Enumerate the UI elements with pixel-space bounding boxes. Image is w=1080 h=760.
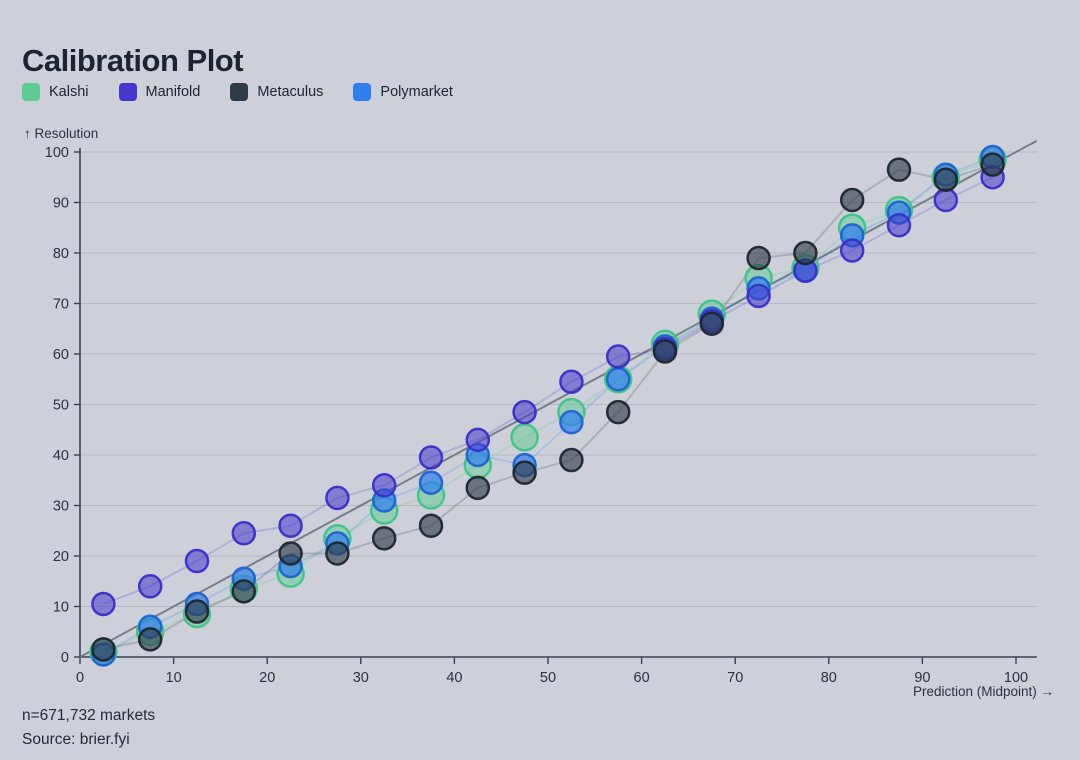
svg-text:60: 60 xyxy=(634,670,650,686)
data-point-metaculus[interactable] xyxy=(839,187,865,213)
svg-text:50: 50 xyxy=(540,670,556,686)
data-point-metaculus[interactable] xyxy=(91,637,116,662)
page-title: Calibration Plot xyxy=(22,42,244,78)
data-point-manifold[interactable] xyxy=(839,238,865,263)
legend-swatch-polymarket xyxy=(353,83,372,101)
data-point-manifold[interactable] xyxy=(886,212,912,238)
data-point-metaculus[interactable] xyxy=(231,579,257,604)
svg-text:10: 10 xyxy=(166,670,182,686)
svg-text:100: 100 xyxy=(1004,670,1028,686)
data-point-metaculus[interactable] xyxy=(418,513,444,538)
data-point-polymarket[interactable] xyxy=(559,409,584,435)
svg-text:80: 80 xyxy=(53,246,69,262)
legend-item-manifold[interactable]: Manifold xyxy=(118,83,201,101)
data-point-manifold[interactable] xyxy=(137,574,163,599)
data-point-polymarket[interactable] xyxy=(605,367,631,392)
legend-swatch-manifold xyxy=(118,83,137,101)
data-point-metaculus[interactable] xyxy=(465,475,491,501)
svg-text:90: 90 xyxy=(914,670,930,686)
data-point-metaculus[interactable] xyxy=(371,526,397,551)
data-point-metaculus[interactable] xyxy=(559,447,584,473)
x-axis: 0 10 20 30 40 50 60 70 80 90 100 xyxy=(76,656,1037,686)
svg-text:20: 20 xyxy=(53,549,69,565)
data-point-metaculus[interactable] xyxy=(137,627,163,652)
y-axis-title: ↑ Resolution xyxy=(24,126,99,141)
legend-item-metaculus[interactable]: Metaculus xyxy=(230,83,323,101)
data-point-metaculus[interactable] xyxy=(699,311,725,336)
legend-swatch-kalshi xyxy=(22,83,40,101)
source-note: Source: brier.fyi xyxy=(22,731,130,748)
svg-text:70: 70 xyxy=(53,297,69,313)
legend-label: Kalshi xyxy=(49,84,89,100)
sample-size-note: n=671,732 markets xyxy=(22,707,156,724)
chart-legend: Kalshi Manifold Metaculus Polymarket xyxy=(22,83,453,101)
data-point-manifold[interactable] xyxy=(512,399,537,425)
svg-text:0: 0 xyxy=(61,650,69,666)
svg-text:40: 40 xyxy=(53,448,69,464)
data-point-metaculus[interactable] xyxy=(184,599,210,624)
svg-text:70: 70 xyxy=(727,670,743,686)
data-point-metaculus[interactable] xyxy=(746,245,771,271)
data-point-manifold[interactable] xyxy=(418,445,444,470)
svg-text:0: 0 xyxy=(76,670,84,686)
svg-text:50: 50 xyxy=(53,398,69,414)
data-point-metaculus[interactable] xyxy=(652,339,678,364)
svg-text:30: 30 xyxy=(353,670,369,686)
y-axis: 0 10 20 30 40 50 60 70 80 90 100 xyxy=(45,145,81,666)
data-point-manifold[interactable] xyxy=(91,591,116,617)
legend-label: Manifold xyxy=(145,84,201,100)
svg-text:40: 40 xyxy=(446,670,462,686)
svg-text:30: 30 xyxy=(53,499,69,515)
legend-label: Metaculus xyxy=(257,84,324,100)
data-point-manifold[interactable] xyxy=(559,369,584,395)
data-point-metaculus[interactable] xyxy=(933,167,959,193)
data-point-manifold[interactable] xyxy=(325,485,350,511)
data-point-metaculus[interactable] xyxy=(278,541,303,566)
data-point-metaculus[interactable] xyxy=(325,541,350,566)
legend-item-polymarket[interactable]: Polymarket xyxy=(353,83,453,101)
series-metaculus xyxy=(91,152,1005,662)
data-point-manifold[interactable] xyxy=(605,344,631,369)
data-point-manifold[interactable] xyxy=(746,283,771,309)
data-point-kalshi[interactable] xyxy=(510,423,539,452)
data-point-manifold[interactable] xyxy=(184,548,210,574)
svg-text:10: 10 xyxy=(53,600,69,616)
gridlines xyxy=(80,151,1037,607)
svg-text:20: 20 xyxy=(259,670,275,686)
data-point-manifold[interactable] xyxy=(933,187,959,213)
data-point-metaculus[interactable] xyxy=(793,240,818,266)
data-point-manifold[interactable] xyxy=(465,427,491,453)
x-axis-title: Prediction (Midpoint) → xyxy=(912,684,1054,699)
data-point-manifold[interactable] xyxy=(231,521,257,546)
legend-swatch-metaculus xyxy=(230,83,249,101)
data-point-metaculus[interactable] xyxy=(980,152,1005,177)
data-point-metaculus[interactable] xyxy=(512,460,537,485)
svg-text:90: 90 xyxy=(53,196,69,212)
svg-text:60: 60 xyxy=(53,347,69,363)
svg-text:80: 80 xyxy=(821,670,837,686)
data-point-manifold[interactable] xyxy=(278,513,303,538)
svg-text:100: 100 xyxy=(45,145,69,161)
data-point-manifold[interactable] xyxy=(371,473,397,498)
data-point-polymarket[interactable] xyxy=(418,470,444,496)
legend-label: Polymarket xyxy=(380,84,453,100)
chart-footer: n=671,732 markets Source: brier.fyi xyxy=(22,704,155,752)
data-point-metaculus[interactable] xyxy=(886,157,912,182)
legend-item-kalshi[interactable]: Kalshi xyxy=(22,83,89,101)
data-point-metaculus[interactable] xyxy=(605,399,631,425)
